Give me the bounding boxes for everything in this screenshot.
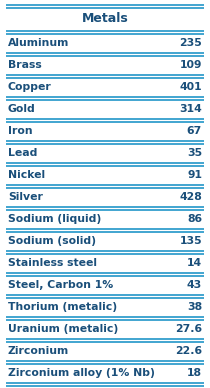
Text: 135: 135 <box>179 236 202 246</box>
Text: 109: 109 <box>180 60 202 70</box>
Text: Brass: Brass <box>8 60 42 70</box>
Text: 401: 401 <box>179 82 202 92</box>
Text: 314: 314 <box>179 104 202 114</box>
Text: Copper: Copper <box>8 82 52 92</box>
Text: Iron: Iron <box>8 126 33 136</box>
Text: Metals: Metals <box>82 12 128 25</box>
Text: Nickel: Nickel <box>8 170 45 180</box>
Text: 27.6: 27.6 <box>175 324 202 334</box>
Text: Uranium (metalic): Uranium (metalic) <box>8 324 118 334</box>
Text: 67: 67 <box>187 126 202 136</box>
Text: Zirconium: Zirconium <box>8 346 69 356</box>
Text: 38: 38 <box>187 302 202 312</box>
Text: 428: 428 <box>179 192 202 202</box>
Text: 35: 35 <box>187 148 202 158</box>
Text: Aluminum: Aluminum <box>8 38 69 48</box>
Text: Stainless steel: Stainless steel <box>8 258 97 268</box>
Text: 91: 91 <box>187 170 202 180</box>
Text: Sodium (liquid): Sodium (liquid) <box>8 214 101 224</box>
Text: Steel, Carbon 1%: Steel, Carbon 1% <box>8 280 113 290</box>
Text: 18: 18 <box>187 368 202 378</box>
Text: Zirconium alloy (1% Nb): Zirconium alloy (1% Nb) <box>8 368 155 378</box>
Text: 86: 86 <box>187 214 202 224</box>
Text: 22.6: 22.6 <box>175 346 202 356</box>
Text: 14: 14 <box>187 258 202 268</box>
Text: Silver: Silver <box>8 192 43 202</box>
Text: Gold: Gold <box>8 104 36 114</box>
Text: Lead: Lead <box>8 148 37 158</box>
Text: Thorium (metalic): Thorium (metalic) <box>8 302 117 312</box>
Text: 43: 43 <box>187 280 202 290</box>
Text: 235: 235 <box>179 38 202 48</box>
Text: Sodium (solid): Sodium (solid) <box>8 236 96 246</box>
